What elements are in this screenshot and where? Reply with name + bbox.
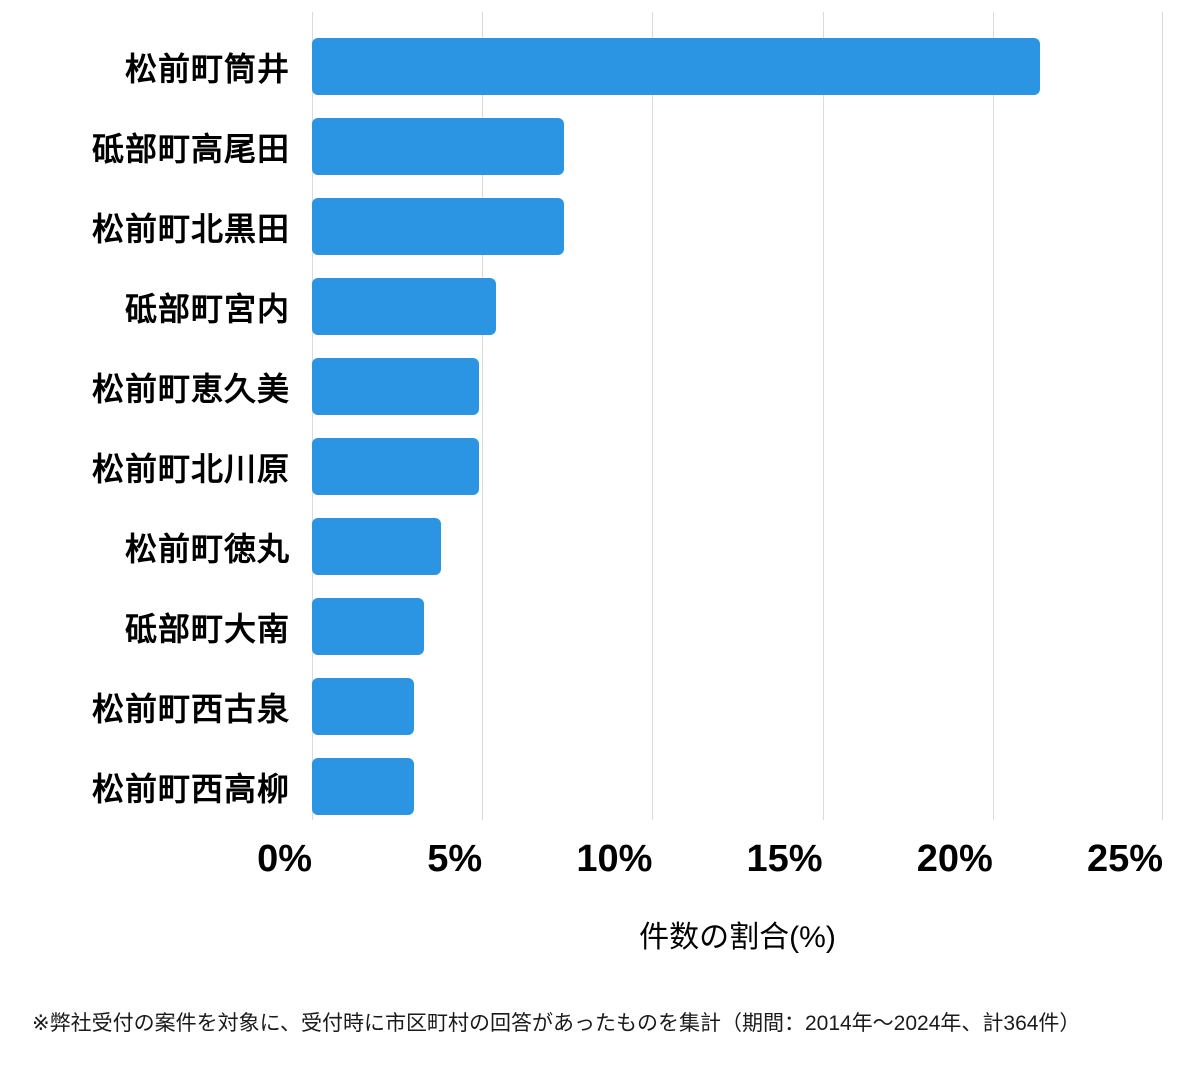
- gridline-20: [992, 12, 994, 820]
- bar-松前町北黒田: [312, 198, 564, 255]
- gridline-10: [652, 12, 654, 820]
- x-tick-label: 10%: [576, 838, 653, 880]
- bar-松前町北川原: [312, 438, 479, 495]
- x-tick-label: 15%: [746, 838, 823, 880]
- category-label: 松前町北黒田: [91, 210, 290, 247]
- x-tick-label: 5%: [427, 838, 483, 880]
- category-label: 松前町筒井: [124, 50, 290, 87]
- bar-松前町恵久美: [312, 358, 479, 415]
- category-label: 松前町北川原: [91, 450, 290, 487]
- x-tick-label: 0%: [257, 838, 312, 880]
- bar-松前町西古泉: [312, 678, 415, 735]
- bar-松前町徳丸: [312, 518, 442, 575]
- category-label: 砥部町高尾田: [91, 130, 290, 167]
- x-axis-title: 件数の割合(%): [639, 921, 836, 954]
- gridline-5: [482, 12, 484, 820]
- category-label: 松前町恵久美: [91, 370, 290, 407]
- bar-砥部町大南: [312, 598, 425, 655]
- gridline-25: [1162, 12, 1163, 820]
- x-tick-label: 25%: [1086, 838, 1163, 880]
- category-label: 松前町西古泉: [91, 690, 290, 727]
- bar-松前町筒井: [312, 38, 1041, 95]
- category-label: 松前町西高柳: [91, 770, 290, 807]
- bar-砥部町高尾田: [312, 118, 564, 175]
- gridline-0: [312, 12, 313, 820]
- x-tick-label: 20%: [916, 838, 993, 880]
- footnote: ※弊社受付の案件を対象に、受付時に市区町村の回答があったものを集計（期間：201…: [32, 1012, 1081, 1035]
- bar-松前町西高柳: [312, 758, 415, 815]
- plot-area: [312, 12, 1163, 820]
- category-label: 砥部町大南: [124, 610, 290, 647]
- bar-砥部町宮内: [312, 278, 496, 335]
- category-label: 砥部町宮内: [124, 290, 290, 327]
- gridline-15: [822, 12, 824, 820]
- category-label: 松前町徳丸: [124, 530, 290, 567]
